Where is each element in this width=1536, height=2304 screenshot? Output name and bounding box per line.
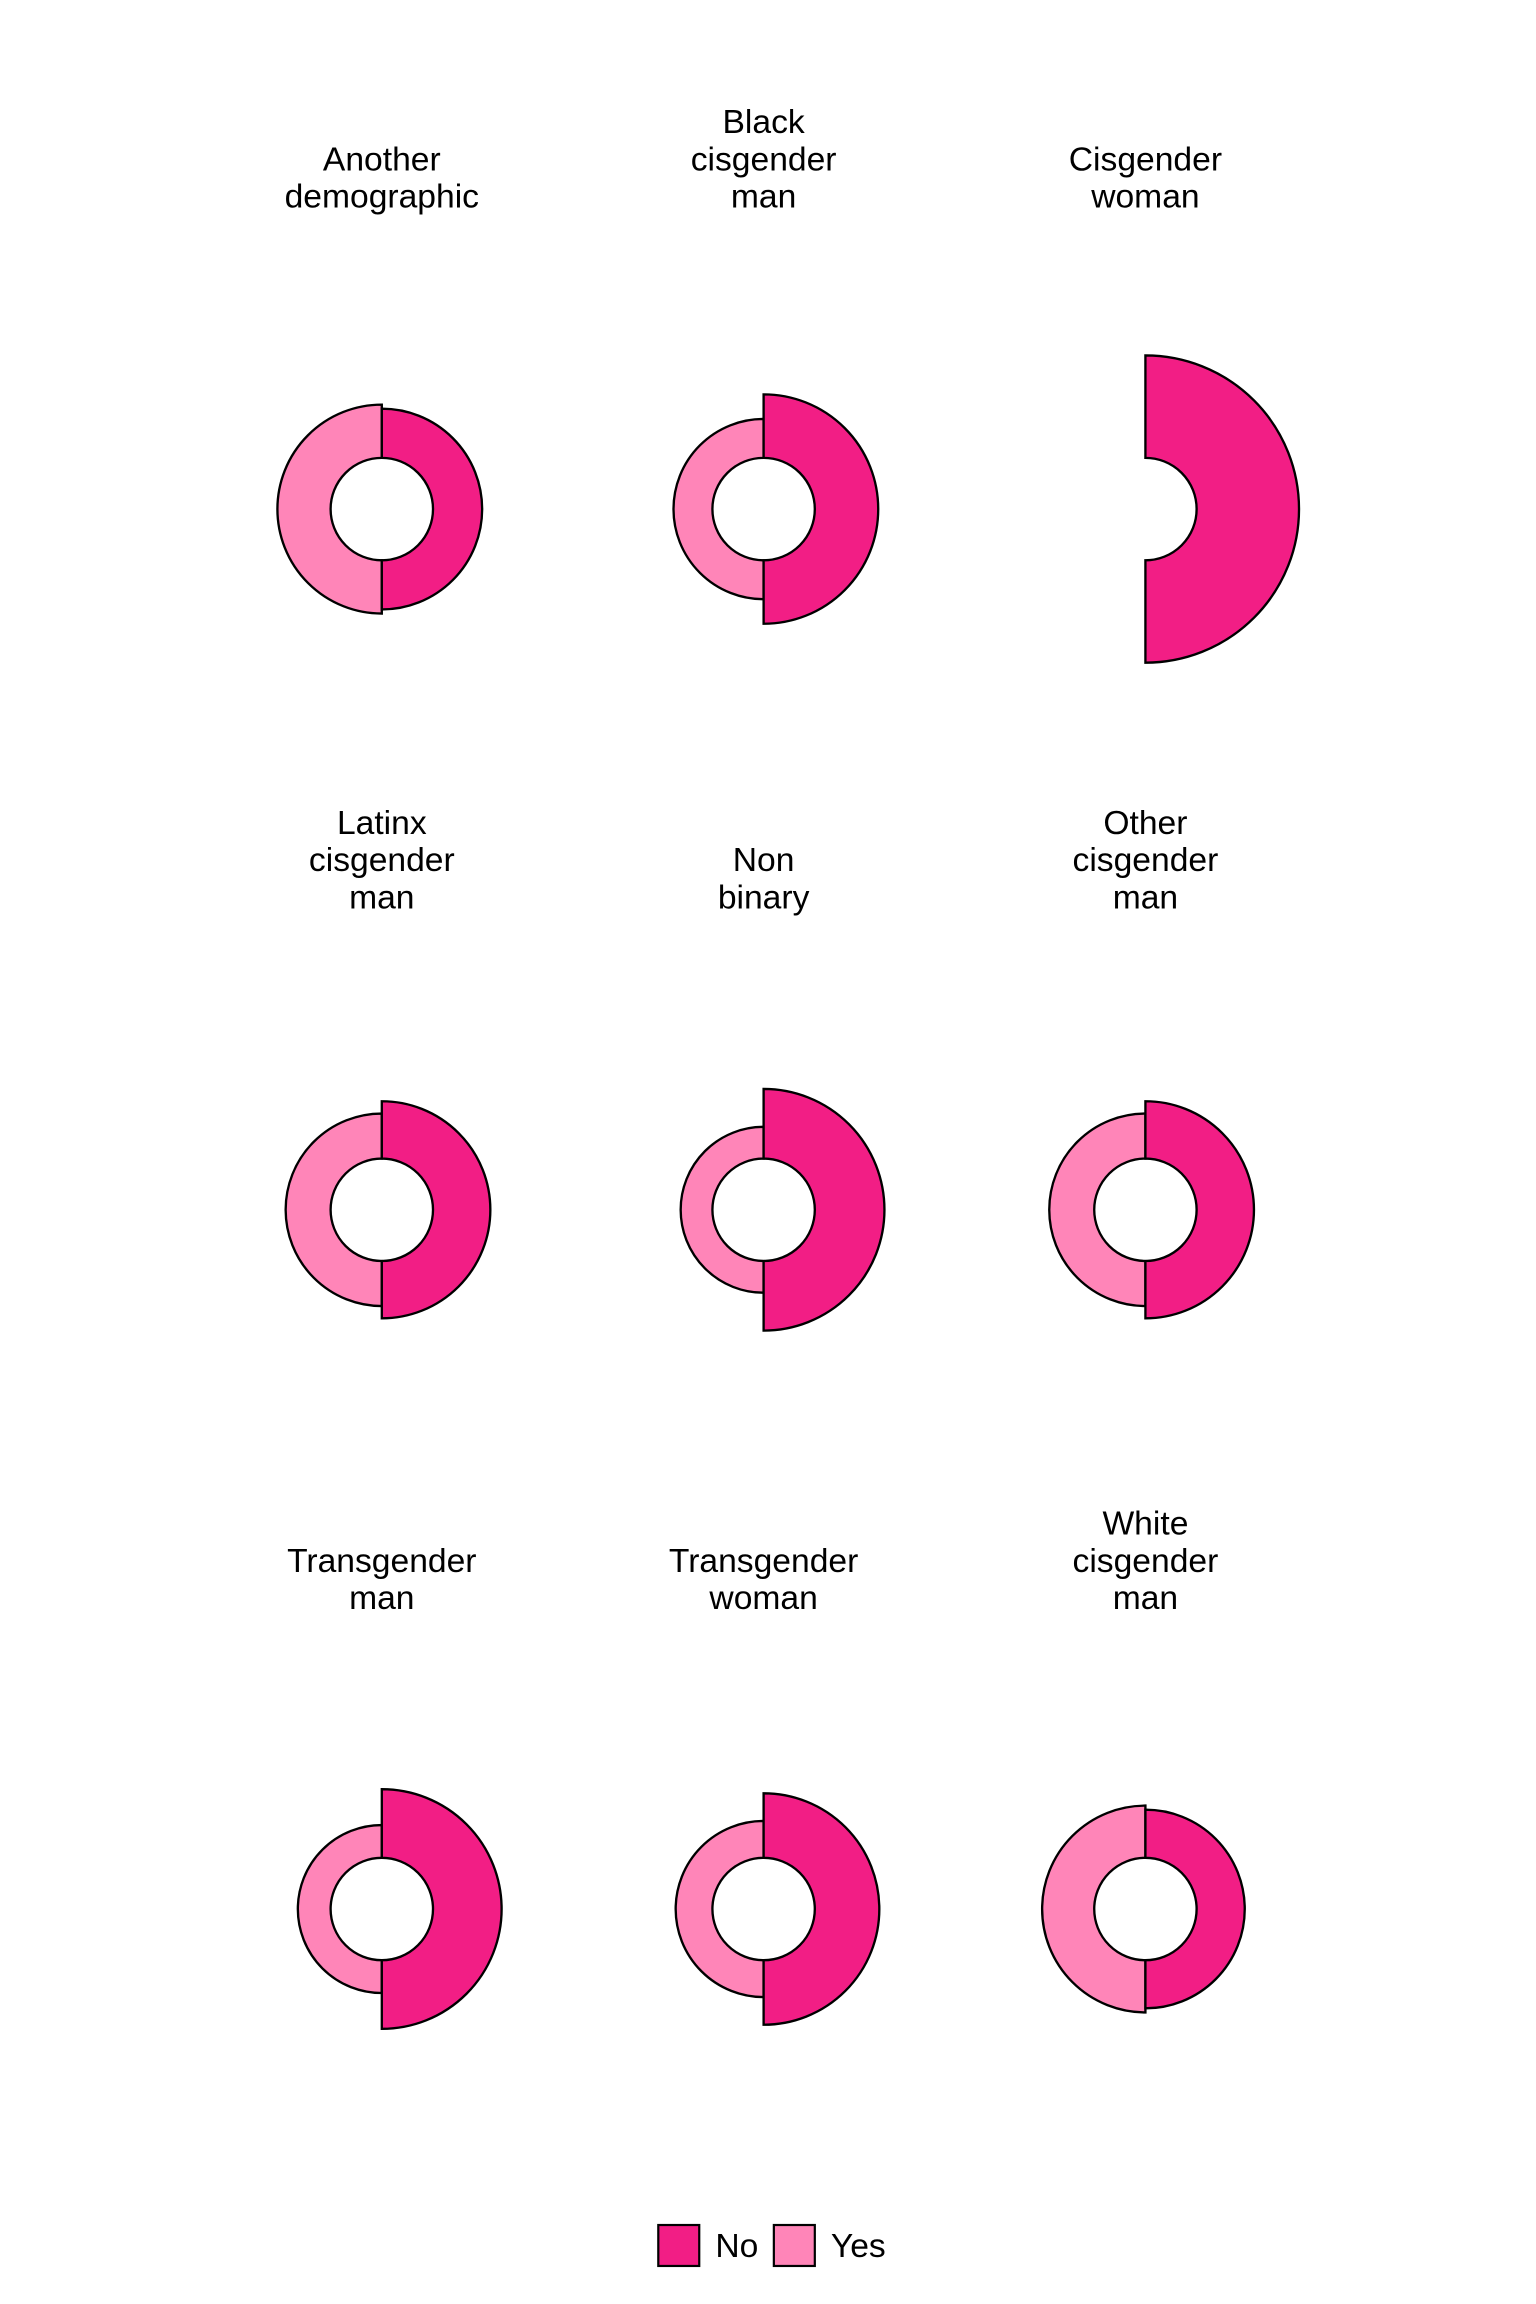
legend-swatch-yes bbox=[772, 2223, 816, 2268]
slice-no bbox=[380, 407, 484, 611]
facet-title: Black bbox=[722, 104, 804, 141]
facet-title: binary bbox=[718, 879, 810, 916]
facet-title: man bbox=[349, 879, 414, 916]
slice-yes bbox=[276, 403, 383, 615]
legend-label-yes: Yes bbox=[831, 2228, 886, 2265]
slice-no bbox=[1144, 1808, 1246, 2010]
facet-title: cisgender bbox=[309, 842, 455, 879]
facet-title: man bbox=[1113, 879, 1178, 916]
facet-title: cisgender bbox=[691, 141, 837, 178]
facet-title: Latinx bbox=[337, 805, 427, 842]
slice-yes bbox=[1048, 1112, 1147, 1308]
legend: No Yes bbox=[657, 2223, 886, 2268]
facet-title: man bbox=[1113, 1580, 1178, 1617]
facet-title: Another bbox=[323, 141, 441, 178]
facet-title: Transgender bbox=[669, 1543, 858, 1580]
slice-no bbox=[380, 1100, 492, 1320]
facet-title: cisgender bbox=[1073, 1543, 1219, 1580]
facet-title: Non bbox=[733, 842, 795, 879]
facet-title: woman bbox=[1090, 179, 1199, 216]
facet-title: cisgender bbox=[1073, 842, 1219, 879]
slice-no bbox=[1144, 354, 1301, 664]
slice-yes bbox=[679, 1125, 765, 1294]
slice-yes bbox=[1040, 1804, 1147, 2014]
facet-title: Cisgender bbox=[1069, 141, 1222, 178]
facet-title: man bbox=[349, 1580, 414, 1617]
slice-yes bbox=[284, 1112, 383, 1308]
slice-no bbox=[380, 1788, 503, 2031]
slice-no bbox=[762, 1792, 881, 2026]
slice-no bbox=[1144, 1100, 1256, 1320]
legend-label-no: No bbox=[715, 2228, 758, 2265]
facet-title: demographic bbox=[285, 179, 479, 216]
facet-title: man bbox=[731, 179, 796, 216]
facet-title: woman bbox=[708, 1580, 817, 1617]
slice-no bbox=[762, 393, 880, 625]
slice-yes bbox=[674, 1819, 765, 1999]
slice-no bbox=[762, 1087, 886, 1332]
slice-yes bbox=[296, 1823, 383, 1995]
facet-title: Transgender bbox=[287, 1543, 476, 1580]
legend-swatch-no bbox=[657, 2223, 701, 2268]
slice-yes bbox=[672, 417, 765, 601]
facet-title: Other bbox=[1103, 805, 1187, 842]
facet-title: White bbox=[1102, 1506, 1188, 1543]
